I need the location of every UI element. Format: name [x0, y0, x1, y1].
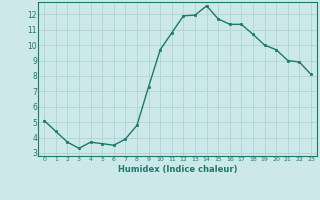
X-axis label: Humidex (Indice chaleur): Humidex (Indice chaleur): [118, 165, 237, 174]
